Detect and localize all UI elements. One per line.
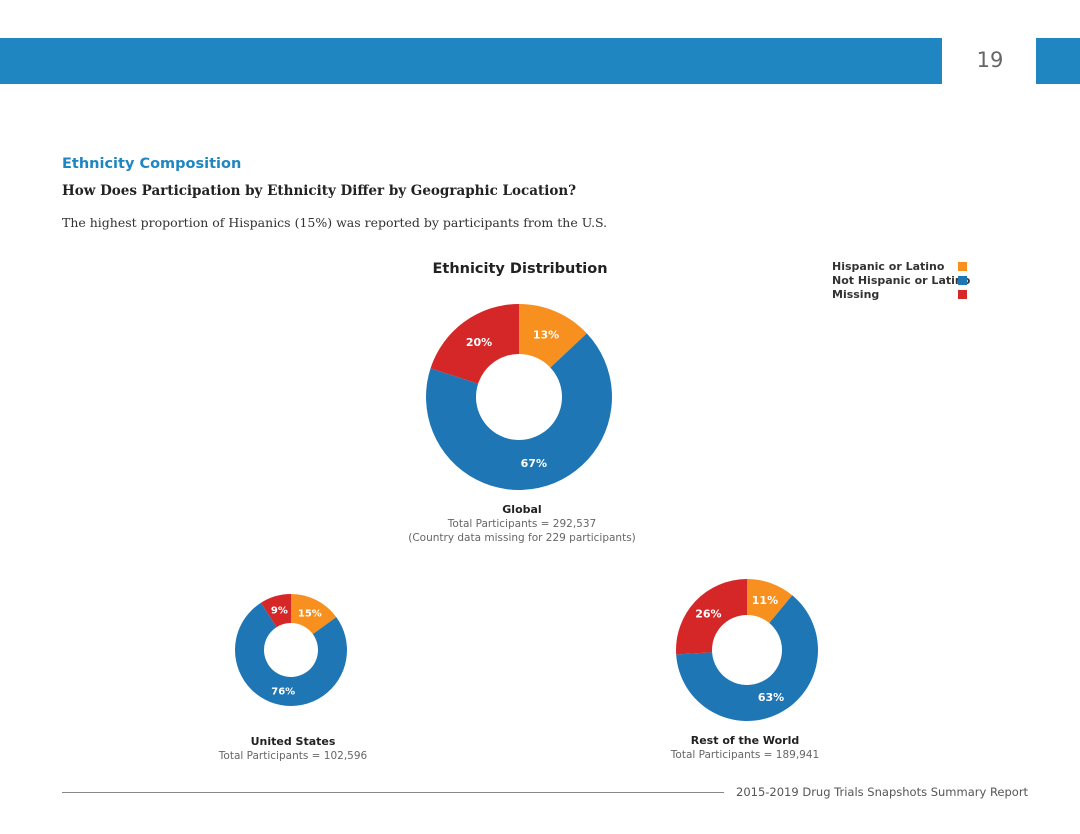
- pie-name: United States: [250, 735, 336, 748]
- legend-label: Hispanic or Latino: [832, 259, 945, 273]
- donut-global: 13% 67% 20%: [425, 304, 613, 491]
- pie-name: Rest of the World: [690, 734, 800, 747]
- legend-item-not-hispanic: Not Hispanic or Latino: [832, 273, 971, 287]
- pie-total: Total Participants = 102,596: [218, 750, 368, 762]
- slice-hispanic-or-latino: [291, 594, 337, 635]
- slice-not-hispanic-or-latino: [676, 595, 818, 722]
- slice-value-label: 26%: [695, 608, 721, 621]
- pie-total: Total Participants = 292,537: [447, 518, 597, 530]
- slice-missing: [676, 579, 747, 655]
- slice-not-hispanic-or-latino: [425, 333, 613, 491]
- legend-swatch: [958, 261, 967, 271]
- slice-not-hispanic-or-latino: [235, 602, 347, 707]
- section-title: Ethnicity Composition: [62, 156, 242, 172]
- slice-value-label: 20%: [466, 336, 492, 349]
- footer-text: 2015-2019 Drug Trials Snapshots Summary …: [736, 785, 1029, 799]
- donut-us: 15% 76% 9%: [235, 594, 347, 707]
- caption-rest-of-world: Rest of the World Total Participants = 1…: [620, 733, 870, 762]
- slice-value-label: 11%: [752, 594, 778, 607]
- caption-global: Global Total Participants = 292,537 (Cou…: [372, 502, 672, 545]
- legend-item-hispanic: Hispanic or Latino: [832, 259, 967, 273]
- caption-united-states: United States Total Participants = 102,5…: [168, 734, 418, 763]
- legend-label: Missing: [832, 287, 880, 301]
- section-question: How Does Participation by Ethnicity Diff…: [62, 183, 577, 199]
- footer-rule: [62, 792, 724, 793]
- chart-legend: Hispanic or Latino Not Hispanic or Latin…: [832, 259, 971, 301]
- slice-missing: [430, 304, 519, 384]
- pie-total: Total Participants = 189,941: [670, 749, 820, 761]
- slice-missing: [260, 594, 291, 628]
- slice-value-label: 9%: [271, 606, 288, 617]
- chart-title: Ethnicity Distribution: [432, 261, 608, 277]
- slice-hispanic-or-latino: [519, 304, 587, 368]
- slice-value-label: 67%: [521, 457, 547, 470]
- slice-value-label: 15%: [298, 609, 322, 620]
- legend-swatch: [958, 275, 967, 285]
- pie-note: (Country data missing for 229 participan…: [408, 532, 636, 544]
- page-number: 19: [976, 48, 1004, 72]
- header-band: [0, 38, 942, 84]
- pie-name: Global: [502, 503, 542, 516]
- donut-rest-of-world: 11% 63% 26%: [676, 579, 818, 722]
- header-band-right: [1036, 38, 1080, 84]
- legend-item-missing: Missing: [832, 287, 967, 301]
- slice-value-label: 13%: [533, 328, 559, 341]
- slice-hispanic-or-latino: [747, 579, 793, 624]
- section-body: The highest proportion of Hispanics (15%…: [62, 215, 608, 230]
- slice-value-label: 63%: [758, 691, 784, 704]
- slice-value-label: 76%: [271, 686, 295, 697]
- legend-label: Not Hispanic or Latino: [832, 273, 971, 287]
- legend-swatch: [958, 289, 967, 299]
